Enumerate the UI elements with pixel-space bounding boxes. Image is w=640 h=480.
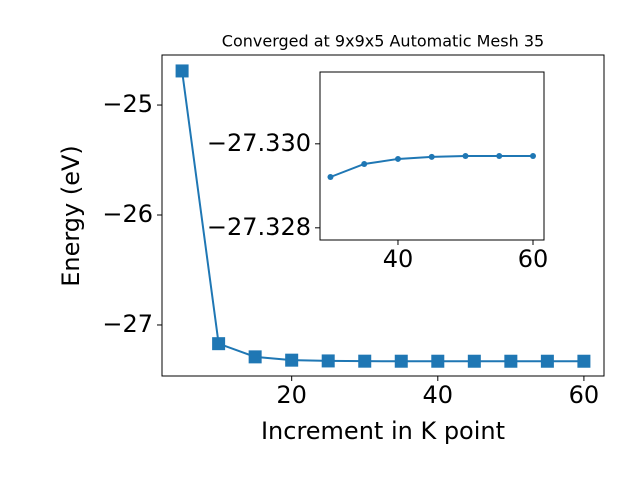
marker xyxy=(431,354,445,368)
marker xyxy=(248,350,262,364)
marker xyxy=(175,64,189,78)
marker xyxy=(504,354,518,368)
y-tick-label: −26 xyxy=(102,200,153,228)
marker xyxy=(285,353,299,367)
marker xyxy=(462,153,469,159)
marker xyxy=(394,155,401,162)
y-tick-label: −25 xyxy=(102,90,153,118)
y-axis-label: Energy (eV) xyxy=(57,145,85,287)
marker xyxy=(496,153,503,159)
x-tick-label: 40 xyxy=(383,245,414,273)
y-tick-label: −27.328 xyxy=(207,213,311,241)
marker xyxy=(529,153,536,159)
marker xyxy=(428,153,435,160)
marker xyxy=(358,354,372,368)
x-tick-label: 40 xyxy=(423,381,454,409)
marker xyxy=(327,174,334,180)
marker xyxy=(321,354,335,368)
x-tick-label: 60 xyxy=(518,245,549,273)
x-tick-label: 60 xyxy=(569,381,600,409)
chart-title: Converged at 9x9x5 Automatic Mesh 35 xyxy=(222,32,544,51)
y-tick-label: −27 xyxy=(102,310,153,338)
y-tick-label: −27.330 xyxy=(207,129,311,157)
marker xyxy=(361,160,368,167)
marker xyxy=(212,337,226,351)
x-axis-label: Increment in K point xyxy=(261,417,505,445)
x-tick-label: 20 xyxy=(276,381,307,409)
marker xyxy=(467,354,481,368)
marker xyxy=(540,354,554,368)
marker xyxy=(394,354,408,368)
marker xyxy=(577,354,591,368)
